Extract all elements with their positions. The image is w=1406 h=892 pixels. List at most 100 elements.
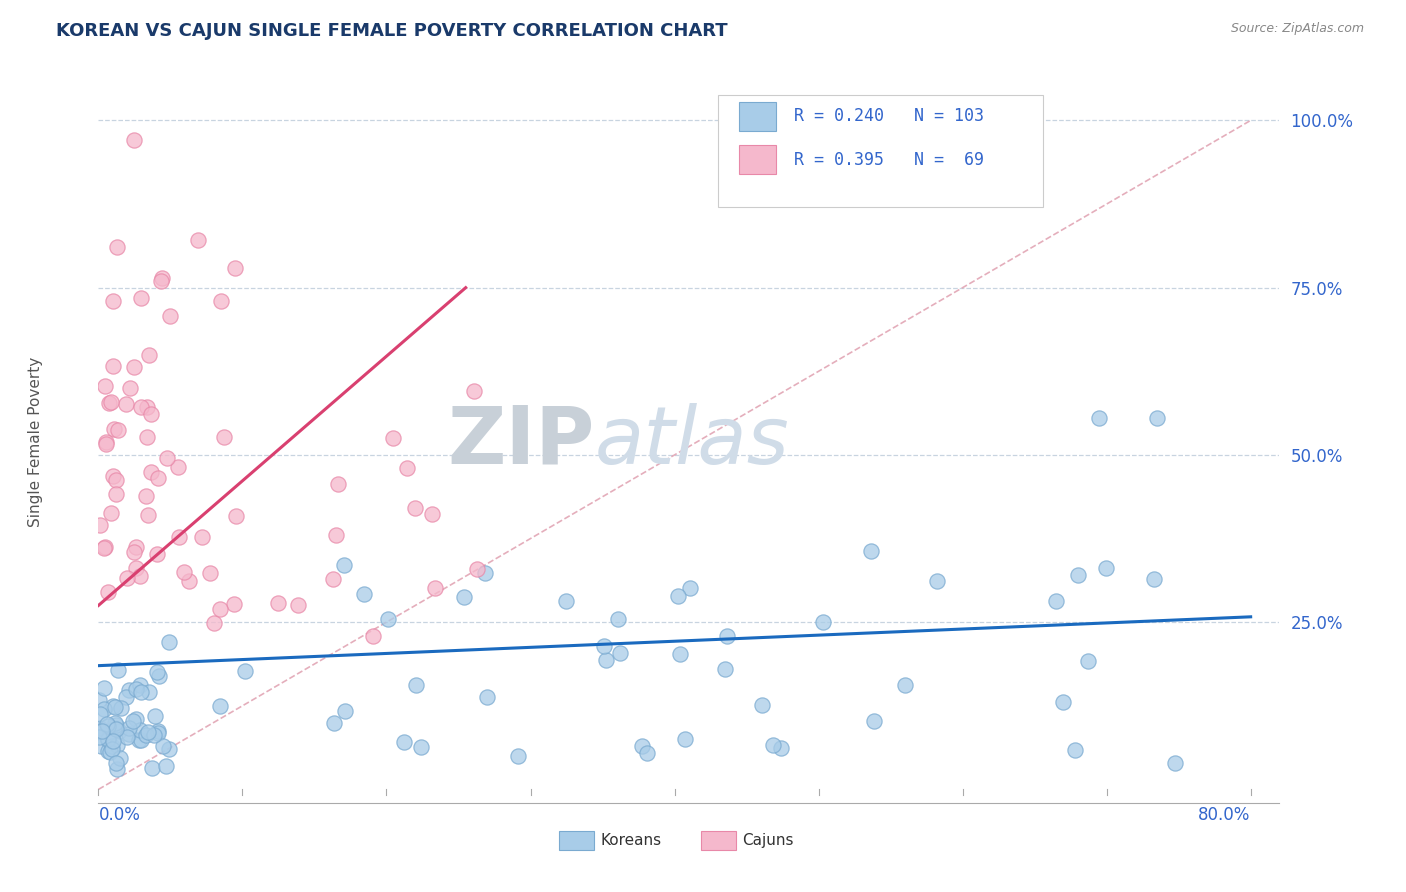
Point xyxy=(125,712,148,726)
Point xyxy=(187,233,209,247)
Point xyxy=(136,401,159,415)
Point xyxy=(506,748,529,763)
Point xyxy=(115,730,138,744)
Point xyxy=(769,741,792,756)
Point xyxy=(209,698,232,713)
Point xyxy=(420,507,443,521)
Point xyxy=(392,735,415,749)
Point xyxy=(131,685,153,699)
Point xyxy=(125,540,148,554)
Point xyxy=(1077,654,1099,668)
Point xyxy=(1045,594,1067,608)
Point xyxy=(97,396,120,410)
Point xyxy=(129,733,152,747)
Point xyxy=(225,509,247,524)
Point xyxy=(129,568,152,582)
Point xyxy=(143,709,166,723)
Point xyxy=(322,572,344,586)
Point xyxy=(173,565,195,579)
Text: 80.0%: 80.0% xyxy=(1198,806,1251,824)
Point xyxy=(101,742,124,756)
Point xyxy=(93,541,115,555)
Point xyxy=(333,704,356,718)
Point xyxy=(124,134,146,148)
Point xyxy=(1088,411,1111,425)
Point xyxy=(136,430,159,444)
Point xyxy=(636,746,658,760)
Point xyxy=(811,615,834,629)
Point xyxy=(93,681,115,696)
Point xyxy=(129,291,152,305)
Point xyxy=(104,721,127,735)
Point xyxy=(93,702,115,716)
Point xyxy=(115,397,138,411)
Point xyxy=(361,628,384,642)
Point xyxy=(404,501,426,516)
Point xyxy=(107,423,129,437)
Point xyxy=(89,724,111,739)
Text: R = 0.395   N =  69: R = 0.395 N = 69 xyxy=(794,151,984,169)
Point xyxy=(222,597,245,611)
Point xyxy=(474,566,496,581)
Point xyxy=(139,407,162,421)
Point xyxy=(118,682,141,697)
Point xyxy=(927,574,949,588)
Point xyxy=(679,581,702,595)
Point xyxy=(94,379,117,393)
Point xyxy=(1095,561,1118,575)
Point xyxy=(1143,572,1166,586)
Point xyxy=(121,714,143,728)
Point xyxy=(191,530,214,544)
Point xyxy=(463,384,485,399)
Point xyxy=(631,739,654,753)
Point xyxy=(751,698,773,712)
Point xyxy=(212,430,235,444)
Point xyxy=(103,359,125,373)
Point xyxy=(146,723,169,738)
Point xyxy=(101,294,124,309)
Point xyxy=(104,756,127,770)
Point xyxy=(96,716,118,731)
Point xyxy=(105,240,128,254)
Point xyxy=(159,635,181,649)
Point xyxy=(89,721,111,735)
Point xyxy=(138,508,160,523)
Point xyxy=(105,718,128,732)
Point xyxy=(118,727,141,741)
Point xyxy=(332,558,354,572)
Point xyxy=(101,733,124,747)
Point xyxy=(150,271,173,285)
Point xyxy=(103,469,125,483)
Point xyxy=(138,685,160,699)
Point xyxy=(125,682,148,697)
Point xyxy=(105,473,128,487)
Point xyxy=(609,646,631,660)
Point xyxy=(105,739,128,753)
Point xyxy=(156,450,179,465)
Point xyxy=(110,701,132,715)
Point xyxy=(89,731,111,745)
Point xyxy=(89,706,111,721)
Point xyxy=(607,612,630,626)
Point xyxy=(894,678,917,692)
Point xyxy=(477,690,499,705)
Point xyxy=(1052,695,1074,709)
Point xyxy=(152,739,174,753)
Text: Koreans: Koreans xyxy=(600,833,661,848)
Point xyxy=(97,732,120,747)
Point xyxy=(146,471,169,485)
Point xyxy=(167,530,190,544)
Point xyxy=(669,648,692,662)
Point xyxy=(673,732,696,747)
Point xyxy=(267,595,290,609)
Point xyxy=(94,437,117,451)
Point xyxy=(148,725,170,739)
Point xyxy=(89,518,111,533)
Point xyxy=(122,545,145,559)
Point xyxy=(157,742,180,756)
Point xyxy=(762,739,785,753)
Point xyxy=(148,669,170,683)
Point xyxy=(98,745,121,759)
Point xyxy=(135,489,157,503)
Point xyxy=(668,589,690,603)
